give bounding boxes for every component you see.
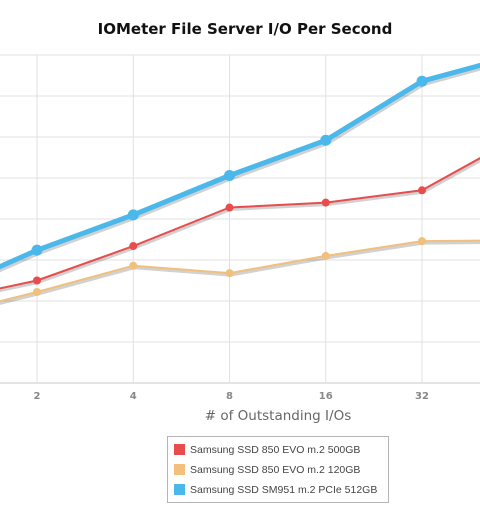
data-point[interactable] [416, 75, 428, 87]
data-point[interactable] [225, 269, 234, 278]
legend-swatch [174, 444, 185, 455]
chart-legend: Samsung SSD 850 EVO m.2 500GB Samsung SSD… [167, 436, 389, 503]
chart-title: IOMeter File Server I/O Per Second [97, 20, 393, 38]
legend-item[interactable]: Samsung SSD 850 EVO m.2 120GB [168, 460, 388, 480]
series-line [0, 239, 480, 303]
legend-item[interactable]: Samsung SSD 850 EVO m.2 500GB [168, 440, 388, 460]
data-point[interactable] [129, 261, 138, 270]
data-point[interactable] [321, 198, 330, 207]
data-point[interactable] [224, 170, 235, 182]
series-line-shadow [0, 241, 480, 305]
series-line [0, 62, 480, 270]
x-tick-label: 4 [130, 391, 137, 402]
data-point[interactable] [418, 237, 426, 246]
data-point[interactable] [33, 276, 41, 285]
data-point[interactable] [33, 287, 41, 296]
legend-swatch [174, 484, 185, 495]
x-tick-label: 2 [34, 391, 41, 402]
data-point[interactable] [321, 251, 330, 260]
data-point[interactable] [225, 203, 234, 212]
data-point[interactable] [129, 242, 138, 251]
x-axis-label: # of Outstanding I/Os [205, 408, 351, 424]
data-point[interactable] [418, 186, 426, 195]
data-point[interactable] [320, 134, 332, 146]
series-line-shadow [0, 159, 480, 293]
x-tick-label: 32 [415, 391, 429, 402]
legend-label: Samsung SSD 850 EVO m.2 120GB [190, 464, 361, 476]
data-point[interactable] [31, 244, 43, 256]
legend-item[interactable]: Samsung SSD SM951 m.2 PCIe 512GB [168, 480, 388, 500]
x-tick-label: 16 [319, 391, 333, 402]
x-tick-label: 8 [226, 391, 233, 402]
legend-label: Samsung SSD SM951 m.2 PCIe 512GB [190, 484, 378, 496]
legend-label: Samsung SSD 850 EVO m.2 500GB [190, 444, 361, 456]
legend-swatch [174, 464, 185, 475]
data-point[interactable] [127, 209, 139, 221]
